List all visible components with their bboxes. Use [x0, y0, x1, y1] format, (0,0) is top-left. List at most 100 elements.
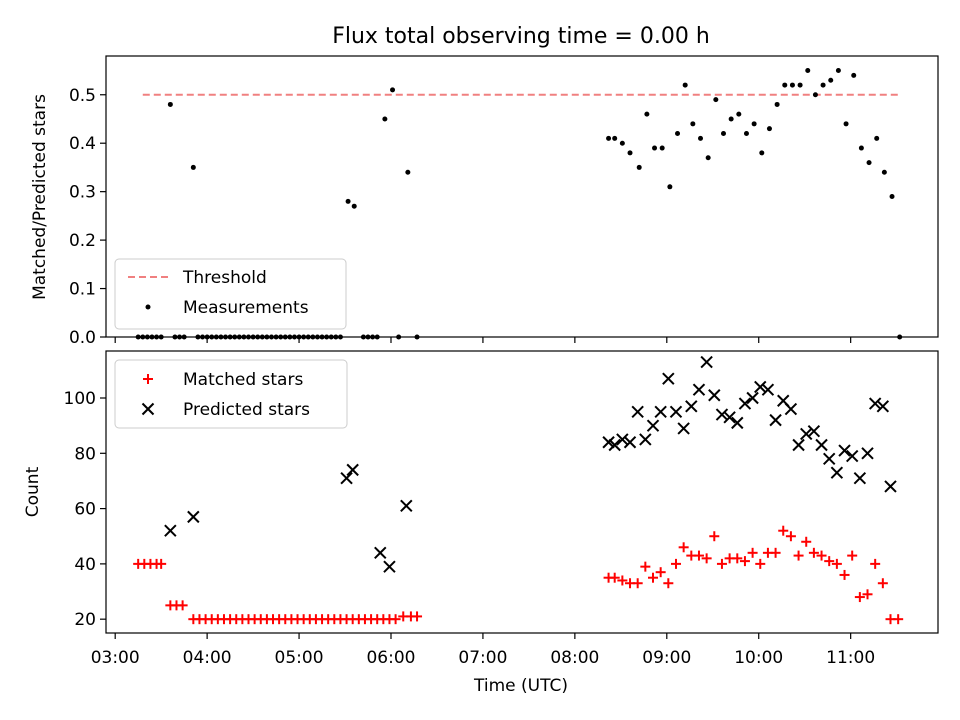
bottom-marks — [133, 355, 904, 625]
matched-star-point — [670, 558, 681, 569]
predicted-star-point — [708, 389, 721, 402]
top-y-tick-label: 0.2 — [69, 231, 96, 251]
measurement-point — [636, 164, 642, 170]
top-y-tick-label: 0.4 — [69, 134, 96, 154]
top-y-tick-label: 0.3 — [69, 183, 96, 203]
measurement-point — [736, 111, 742, 117]
matched-star-point — [877, 578, 888, 589]
matched-star-point — [778, 525, 789, 536]
measurement-point — [751, 121, 757, 127]
bottom-y-tick-label: 20 — [74, 610, 96, 630]
predicted-star-point — [868, 397, 882, 410]
predicted-star-point — [164, 524, 177, 537]
predicted-star-point — [383, 560, 396, 573]
matched-star-point — [701, 553, 712, 564]
bottom-axes-frame — [105, 350, 939, 634]
matched-star-point — [732, 553, 743, 564]
predicted-star-point — [800, 427, 813, 441]
measurement-point — [851, 72, 857, 78]
predicted-star-point — [616, 433, 629, 446]
x-tick-label: 09:00 — [642, 648, 691, 668]
predicted-star-point — [731, 416, 744, 430]
matched-star-point — [808, 547, 819, 558]
measurement-point — [390, 87, 396, 93]
measurement-point — [766, 126, 772, 132]
measurement-point — [789, 82, 795, 88]
measurement-point — [843, 121, 849, 127]
measurement-point — [812, 92, 818, 98]
predicted-star-point — [838, 444, 851, 457]
predicted-star-point — [654, 405, 667, 419]
predicted-star-point — [669, 405, 683, 419]
top-y-ticks: 0.0 0.1 0.2 0.3 0.4 0.5 — [69, 86, 106, 348]
measurement-point — [690, 121, 696, 127]
bottom-legend-box — [114, 359, 348, 429]
predicted-star-point — [374, 546, 387, 560]
x-tick-label: 03:00 — [91, 648, 140, 668]
predicted-star-point — [784, 402, 798, 416]
legend-measurements-label: Measurements — [183, 298, 309, 318]
predicted-star-point — [700, 355, 713, 369]
matched-star-point — [870, 558, 881, 569]
x-tick-label: 11:00 — [826, 648, 875, 668]
measurement-point — [382, 116, 388, 122]
bottom-y-tick-label: 40 — [74, 555, 96, 575]
matched-star-point — [785, 531, 796, 542]
predicted-star-point — [823, 452, 836, 466]
matched-star-point — [632, 578, 643, 589]
predicted-star-point — [792, 438, 805, 452]
predicted-star-point — [815, 438, 828, 452]
matched-star-point — [648, 572, 659, 583]
legend-x-glyph — [141, 402, 155, 416]
predicted-star-point — [400, 499, 413, 513]
chart-title: Flux total observing time = 0.00 h — [332, 24, 710, 49]
matched-star-point — [390, 614, 401, 625]
predicted-star-point — [608, 438, 621, 452]
measurement-point — [612, 135, 618, 141]
x-tick-label: 06:00 — [366, 648, 415, 668]
matched-star-point — [893, 614, 904, 625]
legend-measurements-swatch — [145, 304, 151, 310]
matched-star-point — [847, 550, 858, 561]
matched-star-point — [831, 558, 842, 569]
measurement-point — [675, 131, 681, 137]
predicted-star-point — [646, 419, 660, 432]
measurement-point — [728, 116, 734, 122]
measurement-point — [805, 68, 811, 74]
predicted-star-point — [662, 372, 675, 385]
top-y-tick-label: 0.5 — [69, 86, 96, 106]
predicted-star-point — [602, 436, 615, 449]
bottom-x-ticks: 03:00 04:00 05:00 06:00 07:00 08:00 09:00 10:00… — [91, 633, 875, 668]
predicted-star-point — [340, 471, 353, 485]
bottom-y-tick-label: 80 — [74, 444, 96, 464]
legend-predicted-swatch — [141, 402, 155, 416]
measurement-point — [828, 77, 834, 83]
measurement-point — [713, 97, 719, 103]
measurement-point — [797, 82, 803, 88]
top-legend-box — [114, 258, 347, 330]
matched-star-point — [770, 547, 781, 558]
measurement-point — [782, 82, 788, 88]
measurement-point — [619, 140, 625, 146]
matched-star-point — [177, 600, 188, 611]
measurement-point — [874, 135, 880, 141]
legend-threshold-label: Threshold — [182, 268, 267, 288]
matched-star-point — [156, 558, 167, 569]
matched-star-point — [709, 531, 720, 542]
bottom-y-axis-label: Count — [23, 466, 43, 517]
measurement-point — [858, 145, 864, 151]
measurement-point — [667, 184, 673, 190]
predicted-star-point — [761, 383, 775, 396]
matched-star-point — [655, 567, 666, 578]
measurement-point — [774, 101, 780, 107]
x-tick-label: 05:00 — [275, 648, 324, 668]
predicted-star-point — [346, 463, 359, 477]
top-y-axis-label: Matched/Predicted stars — [30, 94, 50, 300]
top-panel: 0.0 0.1 0.2 0.3 0.4 0.5 Matched/Predicted sta… — [30, 55, 939, 348]
measurement-point — [167, 101, 173, 107]
measurement-point — [606, 135, 612, 141]
predicted-star-point — [769, 413, 782, 427]
predicted-star-point — [807, 424, 821, 438]
predicted-star-point — [692, 383, 706, 396]
